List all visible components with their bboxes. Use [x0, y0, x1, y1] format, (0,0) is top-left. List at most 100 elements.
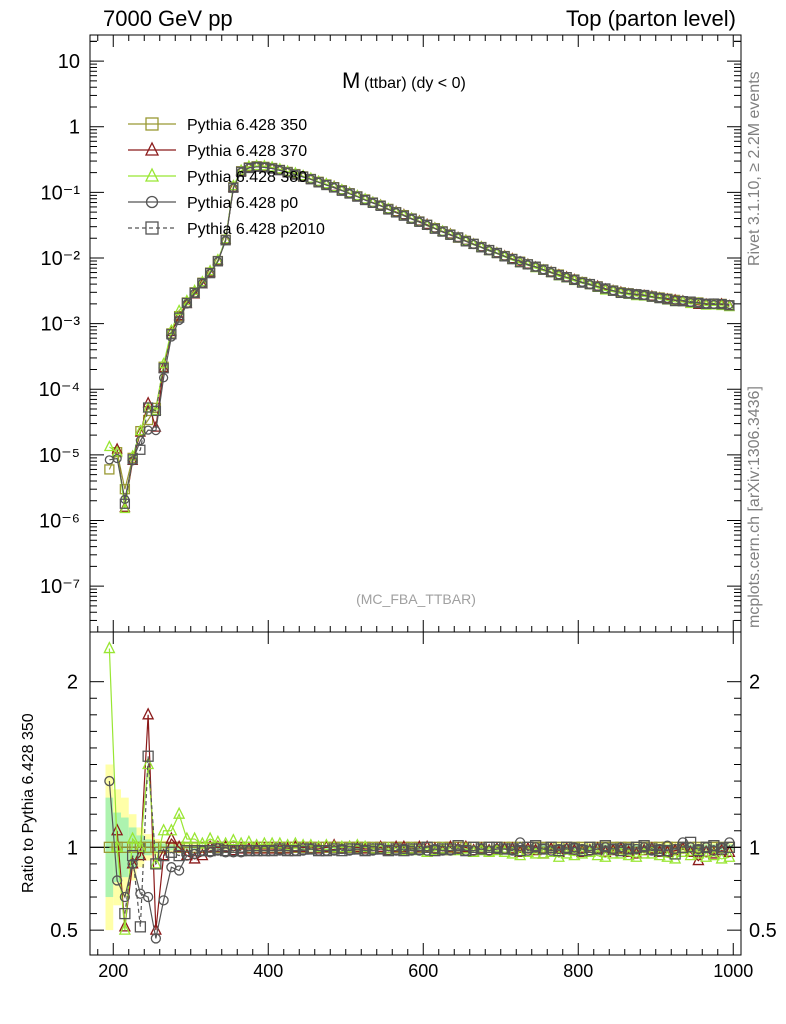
data-point — [336, 185, 348, 196]
legend-label-0: Pythia 6.428 350 — [187, 117, 307, 134]
ratio-tick-label-left: 2 — [67, 672, 78, 694]
data-point — [305, 174, 317, 185]
chart-title-main: M — [342, 68, 360, 93]
ratio-point — [119, 891, 131, 903]
data-point — [569, 274, 580, 285]
data-point — [173, 303, 185, 316]
data-point — [631, 289, 642, 300]
ratio-point — [653, 844, 666, 857]
data-point — [615, 287, 627, 299]
data-point — [530, 261, 541, 272]
data-point — [197, 278, 208, 289]
ratio-point — [630, 841, 643, 853]
ratio-point — [118, 922, 131, 935]
ratio-point — [250, 844, 263, 857]
ratio-point — [398, 844, 410, 857]
ratio-point — [289, 844, 302, 857]
ratio-point — [343, 843, 356, 855]
ratio-point — [661, 844, 674, 857]
data-point — [351, 189, 363, 201]
data-point — [700, 298, 712, 310]
data-point — [468, 238, 479, 250]
data-point — [398, 210, 410, 221]
legend: Pythia 6.428 350 Pythia 6.428 370 Pythia 6… — [128, 117, 325, 238]
y-tick-label: 10⁻⁷ — [40, 576, 80, 598]
data-point — [545, 266, 557, 278]
ratio-point — [227, 844, 240, 857]
ratio-point — [212, 843, 224, 855]
ratio-point — [258, 844, 271, 857]
data-point — [669, 295, 681, 307]
x-tick-label: 800 — [563, 961, 593, 981]
data-point — [406, 213, 417, 224]
data-point — [584, 278, 596, 290]
ratio-point — [684, 836, 697, 849]
data-point — [499, 251, 510, 262]
ratio-point — [243, 844, 255, 857]
data-point — [258, 159, 270, 171]
ratio-point — [537, 843, 550, 855]
data-point — [320, 177, 332, 189]
data-point — [274, 165, 286, 176]
data-point — [460, 236, 472, 247]
data-point — [111, 445, 123, 457]
data-point — [212, 253, 224, 265]
ratio-point — [669, 851, 682, 864]
series-line-4 — [124, 166, 730, 504]
ratio-point — [103, 641, 116, 654]
ratio-point — [173, 865, 185, 876]
ratio-point — [188, 844, 201, 857]
ratio-point — [591, 843, 604, 855]
data-point — [445, 229, 456, 240]
data-point — [204, 267, 216, 279]
ratio-point — [328, 843, 340, 855]
data-point — [390, 207, 402, 218]
data-point — [289, 166, 301, 178]
ratio-point — [250, 838, 263, 851]
ratio-point — [150, 933, 162, 944]
chart-title-sub: (ttbar) (dy < 0) — [364, 75, 466, 92]
y-tick-label: 10⁻⁶ — [39, 511, 80, 533]
analysis-watermark: (MC_FBA_TTBAR) — [356, 591, 476, 607]
x-tick-label: 200 — [98, 961, 128, 981]
data-point — [251, 159, 263, 171]
data-point — [127, 454, 138, 465]
data-point — [483, 244, 495, 256]
ratio-point — [560, 841, 573, 853]
data-point — [476, 242, 487, 253]
ratio-point — [460, 844, 472, 857]
data-point — [600, 283, 611, 294]
ratio-point — [165, 823, 178, 836]
y-tick-label: 1 — [69, 117, 80, 139]
data-point — [328, 182, 340, 193]
ratio-point — [118, 919, 131, 932]
data-point — [266, 160, 278, 172]
ratio-point — [150, 841, 162, 853]
ratio-point — [599, 840, 612, 852]
data-point — [514, 257, 526, 268]
ratio-point — [584, 841, 596, 853]
ratio-line-1 — [116, 714, 730, 931]
data-point — [561, 272, 572, 283]
y-tick-label: 10⁻³ — [41, 314, 81, 336]
data-point — [646, 291, 658, 302]
ratio-point — [568, 843, 581, 855]
data-point — [173, 312, 185, 323]
ratio-point — [328, 838, 341, 851]
data-point — [693, 297, 704, 309]
data-point — [313, 174, 325, 186]
data-point — [638, 289, 650, 301]
data-point — [677, 296, 689, 307]
ratio-point — [273, 836, 286, 849]
ratio-point — [436, 843, 449, 855]
data-point — [522, 259, 534, 270]
ratio-line-2 — [108, 648, 730, 931]
ratio-point — [491, 841, 503, 853]
data-point — [220, 232, 232, 244]
ratio-point — [266, 844, 278, 857]
data-point — [414, 216, 425, 227]
ratio-point — [506, 843, 519, 855]
ratio-point — [150, 858, 162, 870]
y-tick-label: 10⁻² — [41, 248, 81, 270]
